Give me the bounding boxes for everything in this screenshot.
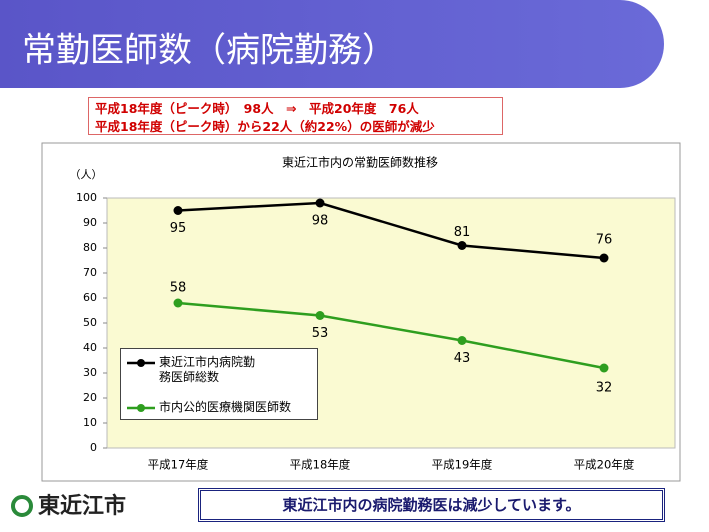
x-tick-label: 平成19年度 — [432, 458, 493, 472]
y-tick-label: 20 — [83, 391, 97, 404]
series-line — [177, 301, 605, 370]
x-tick-label: 平成20年度 — [574, 458, 635, 472]
data-label: 43 — [454, 351, 471, 366]
data-point — [599, 253, 609, 263]
data-label: 81 — [454, 225, 471, 240]
chart-title: 東近江市内の常勤医師数推移 — [282, 155, 438, 170]
y-tick-label: 80 — [83, 241, 97, 254]
data-point — [173, 206, 183, 215]
data-point — [599, 363, 609, 373]
callout-line: 平成18年度（ピーク時）から22人（約22%）の医師が減少 — [95, 119, 435, 134]
x-tick-label: 平成18年度 — [290, 458, 351, 472]
legend-swatches — [127, 359, 155, 412]
header-banner — [0, 0, 664, 88]
data-label: 76 — [596, 233, 613, 248]
y-tick-label: 50 — [83, 316, 97, 329]
data-label: 95 — [170, 221, 187, 236]
series-line — [177, 201, 605, 260]
slide-title: 常勤医師数（病院勤務） — [22, 31, 396, 71]
y-tick-label: 10 — [83, 416, 97, 429]
y-tick-label: 40 — [83, 341, 97, 354]
legend: 東近江市内病院勤務医師総数 市内公的医療機関医師数 — [120, 348, 318, 420]
logo-text: 東近江市 — [38, 493, 126, 519]
y-tick-label: 0 — [90, 441, 97, 454]
callout: 平成18年度（ピーク時） 98人 ⇒ 平成20年度 76人 平成18年度（ピーク… — [88, 97, 503, 135]
y-tick-label: 70 — [83, 266, 97, 279]
footer-banner: 東近江市内の病院勤務医は減少しています。 — [198, 488, 665, 522]
legend-label: 市内公的医療機関医師数 — [159, 400, 292, 414]
y-tick-label: 100 — [76, 191, 97, 204]
data-point — [315, 311, 325, 320]
y-axis-label: （人） — [70, 168, 103, 181]
legend-marker — [137, 359, 145, 367]
data-label: 53 — [312, 326, 329, 341]
logo-icon — [11, 495, 33, 517]
y-tick-label: 30 — [83, 366, 97, 379]
data-label: 58 — [170, 281, 187, 296]
data-point — [173, 298, 183, 308]
data-point — [315, 198, 325, 208]
data-point — [457, 336, 467, 345]
data-label: 98 — [312, 214, 329, 229]
legend-marker — [137, 404, 145, 412]
data-label: 32 — [596, 381, 613, 396]
x-tick-label: 平成17年度 — [148, 458, 209, 472]
callout-line: 平成18年度（ピーク時） 98人 ⇒ 平成20年度 76人 — [95, 101, 419, 116]
legend-label: 東近江市内病院勤務医師総数 — [159, 355, 256, 384]
y-tick-label: 60 — [83, 291, 97, 304]
data-point — [457, 241, 467, 250]
y-tick-label: 90 — [83, 216, 97, 229]
